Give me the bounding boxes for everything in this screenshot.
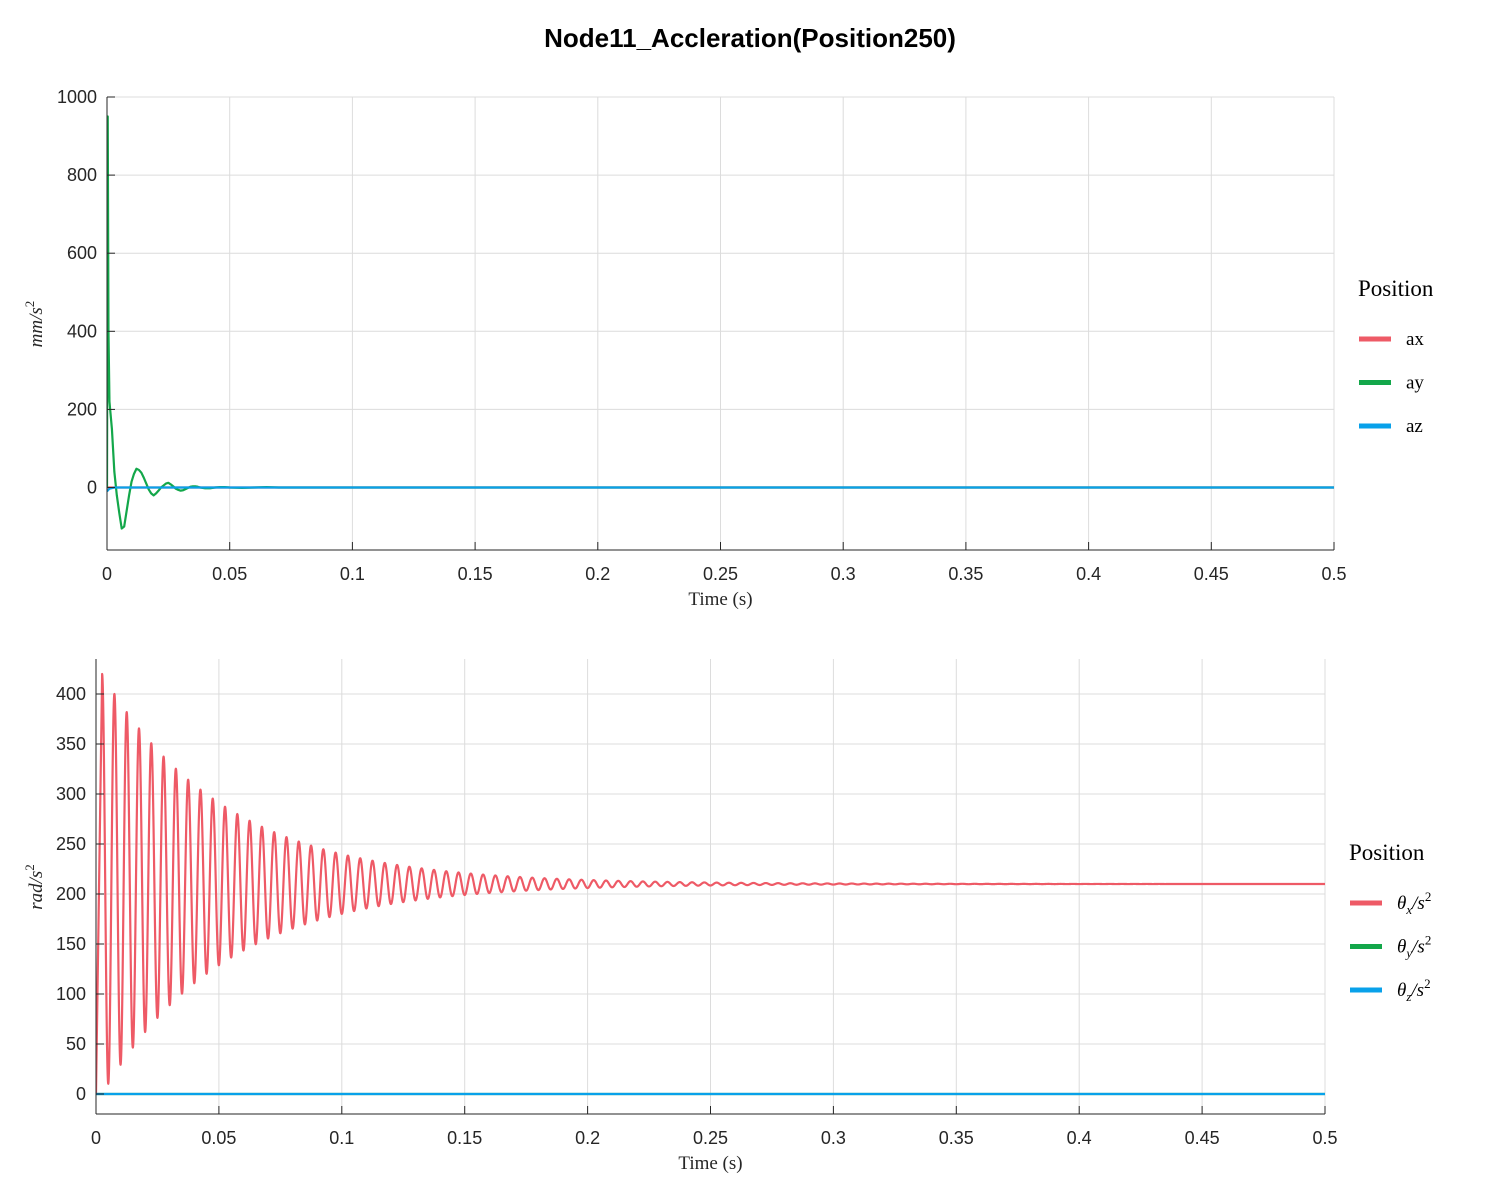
x-tick-label: 0.15 (458, 564, 493, 584)
x-tick-label: 0.25 (693, 1128, 728, 1148)
y-tick-label: 1000 (57, 87, 97, 107)
legend-title: Position (1358, 276, 1434, 301)
x-tick-label: 0.05 (201, 1128, 236, 1148)
legend-label: θx/s2 (1397, 889, 1431, 917)
grid (106, 96, 1335, 550)
x-tick-label: 0.15 (447, 1128, 482, 1148)
x-tick-label: 0.2 (575, 1128, 600, 1148)
x-tick-label: 0.4 (1067, 1128, 1092, 1148)
y-tick-label: 50 (66, 1034, 86, 1054)
legend: Position θx/s2 θy/s2 θz/s2 (1349, 840, 1431, 1004)
x-tick-label: 0.5 (1321, 564, 1346, 584)
x-tick-label: 0.35 (948, 564, 983, 584)
y-tick-label: 150 (56, 934, 86, 954)
figure-title: Node11_Accleration(Position250) (544, 23, 956, 53)
grid (95, 659, 1326, 1114)
x-tick-label: 0 (102, 564, 112, 584)
x-tick-label: 0.3 (831, 564, 856, 584)
chart-acceleration-linear: 0 0.05 0.1 0.15 0.2 0.25 0.3 0.35 0.4 0.45 0.5 0 200… (22, 87, 1434, 610)
axes: 0 0.05 0.1 0.15 0.2 0.25 0.3 0.35 0.4 0.45 0.5 0 200… (57, 87, 1347, 584)
x-tick-label: 0.4 (1076, 564, 1101, 584)
y-tick-label: 300 (56, 784, 86, 804)
series-line-3 (107, 486, 1334, 493)
y-tick-label: 100 (56, 984, 86, 1004)
y-tick-label: 400 (56, 684, 86, 704)
legend-label: θz/s2 (1397, 976, 1431, 1004)
y-tick-label: 350 (56, 734, 86, 754)
y-tick-label: 600 (67, 243, 97, 263)
legend-label: ax (1406, 329, 1424, 350)
y-tick-label: 400 (67, 321, 97, 341)
legend: Position ax ay az (1358, 276, 1434, 437)
x-tick-label: 0 (91, 1128, 101, 1148)
series-line-1 (96, 672, 1325, 1095)
y-axis-label: mm/s2 (22, 301, 47, 348)
x-tick-label: 0.1 (340, 564, 365, 584)
x-tick-label: 0.3 (821, 1128, 846, 1148)
y-axis-label-base: rad/s (26, 871, 47, 910)
x-tick-label: 0.45 (1194, 564, 1229, 584)
y-axis-label-exp: 2 (22, 301, 37, 308)
y-tick-label: 200 (56, 884, 86, 904)
axes: 0 0.05 0.1 0.15 0.2 0.25 0.3 0.35 0.4 0.45 0.5 0 50 1… (56, 659, 1338, 1148)
x-tick-label: 0.05 (212, 564, 247, 584)
y-tick-label: 800 (67, 165, 97, 185)
legend-label: θy/s2 (1397, 933, 1431, 961)
y-axis-label-base: mm/s (26, 307, 47, 347)
x-axis-label: Time (s) (678, 1153, 742, 1174)
x-axis-label: Time (s) (688, 589, 752, 610)
series-layer (96, 672, 1325, 1096)
y-tick-label: 0 (76, 1084, 86, 1104)
y-tick-label: 0 (87, 478, 97, 498)
x-tick-label: 0.35 (939, 1128, 974, 1148)
series-layer (107, 115, 1334, 530)
y-tick-label: 200 (67, 399, 97, 419)
y-axis-label-exp: 2 (22, 864, 37, 871)
y-tick-label: 250 (56, 834, 86, 854)
legend-label: az (1406, 416, 1423, 437)
x-tick-label: 0.2 (585, 564, 610, 584)
x-tick-label: 0.1 (329, 1128, 354, 1148)
x-tick-label: 0.45 (1185, 1128, 1220, 1148)
legend-title: Position (1349, 840, 1425, 865)
chart-acceleration-angular: 0 0.05 0.1 0.15 0.2 0.25 0.3 0.35 0.4 0.45 0.5 0 50 1… (22, 659, 1431, 1174)
x-tick-label: 0.5 (1312, 1128, 1337, 1148)
x-tick-label: 0.25 (703, 564, 738, 584)
legend-label: ay (1406, 373, 1424, 394)
y-axis-label: rad/s2 (22, 864, 47, 910)
